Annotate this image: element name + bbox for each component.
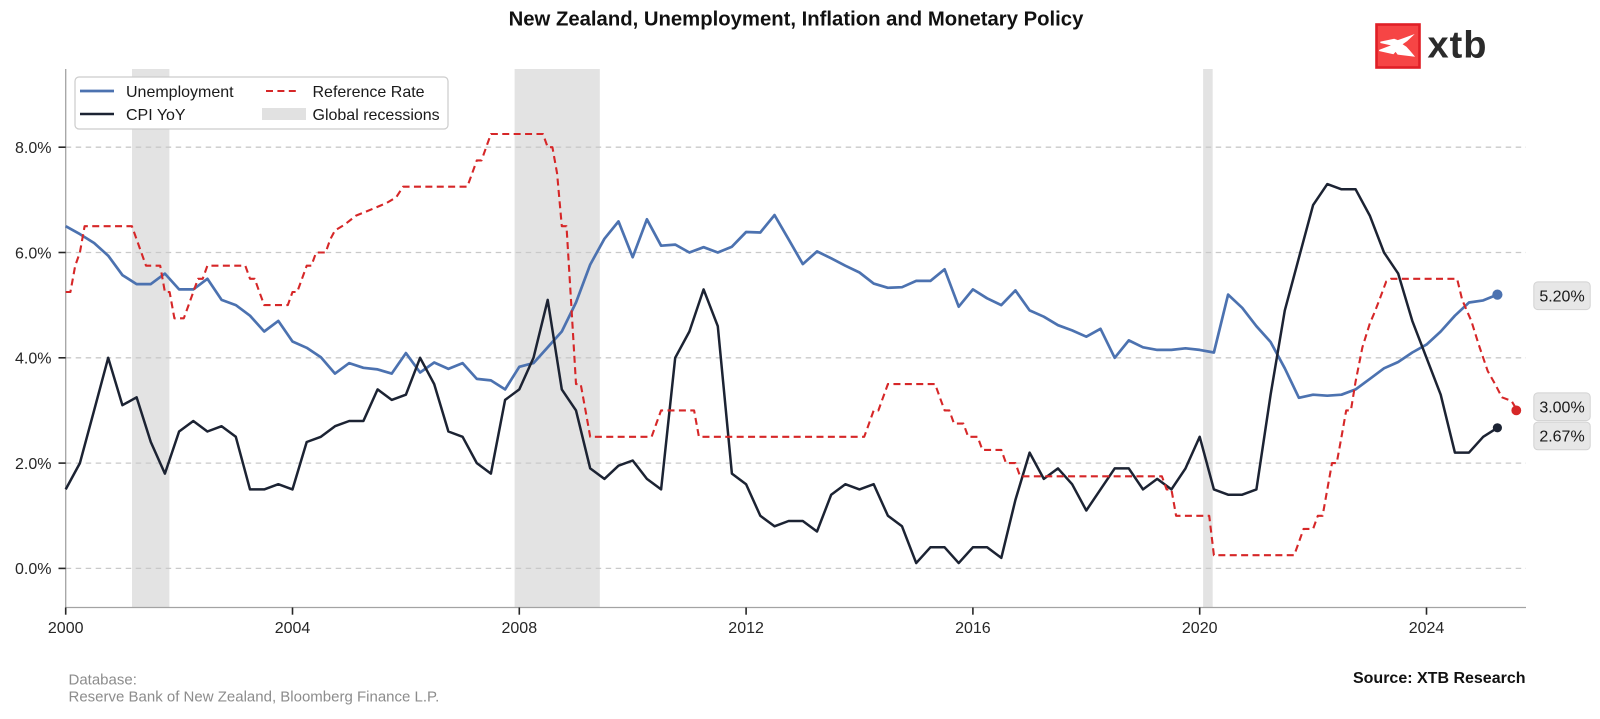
svg-text:Database:: Database:	[69, 672, 137, 689]
svg-text:2004: 2004	[275, 620, 311, 637]
svg-text:4.0%: 4.0%	[15, 351, 51, 368]
svg-text:8.0%: 8.0%	[15, 140, 51, 157]
svg-text:Unemployment: Unemployment	[126, 84, 234, 101]
svg-text:2.67%: 2.67%	[1539, 429, 1584, 446]
svg-text:Reference Rate: Reference Rate	[313, 84, 425, 101]
svg-text:CPI YoY: CPI YoY	[126, 107, 186, 124]
svg-text:Source: XTB Research: Source: XTB Research	[1353, 670, 1526, 687]
svg-text:Reserve Bank of New Zealand, B: Reserve Bank of New Zealand, Bloomberg F…	[69, 689, 440, 706]
svg-text:2024: 2024	[1409, 620, 1445, 637]
svg-text:New Zealand, Unemployment, Inf: New Zealand, Unemployment, Inflation and…	[509, 8, 1084, 30]
svg-text:6.0%: 6.0%	[15, 245, 51, 262]
svg-text:2008: 2008	[502, 620, 538, 637]
svg-text:0.0%: 0.0%	[15, 561, 51, 578]
svg-text:xtb: xtb	[1428, 25, 1488, 67]
svg-text:2012: 2012	[728, 620, 764, 637]
svg-text:Global recessions: Global recessions	[313, 107, 440, 124]
svg-text:2020: 2020	[1182, 620, 1218, 637]
svg-text:2016: 2016	[955, 620, 991, 637]
svg-text:2.0%: 2.0%	[15, 456, 51, 473]
svg-text:2000: 2000	[48, 620, 84, 637]
svg-text:5.20%: 5.20%	[1539, 289, 1584, 306]
svg-text:3.00%: 3.00%	[1539, 400, 1584, 417]
